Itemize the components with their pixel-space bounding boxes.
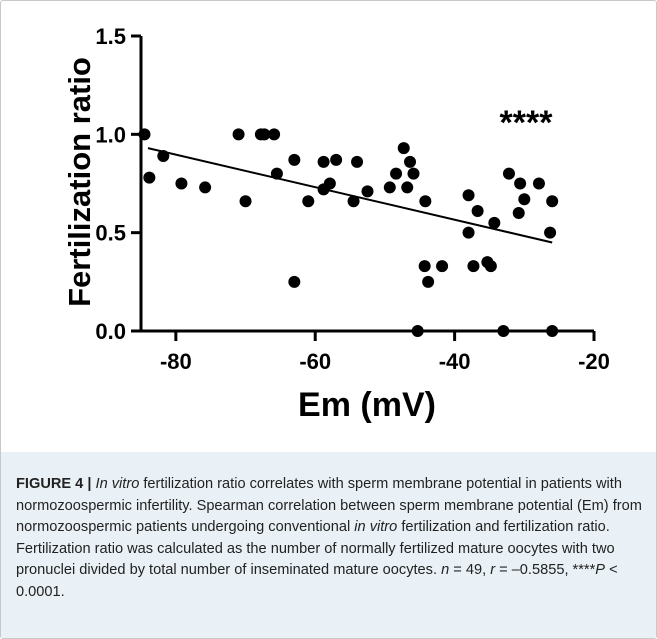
scatter-chart: 0.0 0.5 1.0 1.5 -80 -60 -40 -20 Fertilization r… — [62, 24, 610, 424]
data-point — [383, 181, 396, 194]
data-point — [512, 207, 525, 219]
data-point — [462, 226, 475, 239]
data-point — [175, 177, 188, 190]
data-point — [351, 155, 364, 168]
figure-label: FIGURE 4 | — [16, 476, 92, 492]
chart-area: 0.0 0.5 1.0 1.5 -80 -60 -40 -20 Fertilization r… — [1, 1, 656, 451]
caption-text-1: fertilization ratio correlates with sper… — [16, 476, 642, 535]
data-point — [138, 128, 151, 141]
caption-p-symbol: P — [595, 562, 606, 578]
data-point — [361, 185, 374, 198]
data-point — [462, 189, 475, 202]
y-tick-label: 0.0 — [95, 319, 126, 344]
regression-line — [147, 147, 553, 244]
data-point — [323, 177, 336, 190]
data-point — [288, 275, 301, 288]
data-point — [330, 153, 343, 166]
data-point — [317, 155, 330, 168]
data-point — [407, 167, 420, 180]
caption-r-value: = –0.5855, **** — [495, 562, 596, 578]
caption-r-symbol: r — [490, 562, 496, 578]
data-points — [138, 128, 559, 337]
data-point — [546, 325, 559, 337]
data-point — [239, 195, 252, 208]
x-tick-label: -40 — [439, 349, 471, 374]
data-point — [270, 167, 283, 180]
data-point — [232, 128, 245, 141]
regression-line-group — [147, 147, 553, 244]
data-point — [404, 155, 417, 168]
y-axis-label: Fertilization ratio — [62, 57, 97, 307]
data-point — [502, 167, 515, 180]
data-point — [544, 226, 557, 239]
data-point — [143, 171, 156, 184]
data-point — [302, 195, 315, 208]
axes: 0.0 0.5 1.0 1.5 -80 -60 -40 -20 — [95, 24, 609, 374]
significance-annotation: **** — [500, 104, 554, 142]
y-tick-label: 1.0 — [95, 122, 126, 147]
data-point — [484, 260, 497, 273]
data-point — [258, 128, 271, 141]
x-axis-label: Em (mV) — [298, 386, 436, 424]
y-tick-label: 1.5 — [95, 24, 126, 49]
caption-italic-in-vitro-1: In vitro — [95, 476, 140, 492]
caption-p-value: < 0.0001. — [16, 562, 618, 600]
data-point — [422, 275, 435, 288]
data-point — [157, 149, 170, 162]
figure-caption: FIGURE 4 | In vitro fertilization ratio … — [16, 474, 644, 603]
x-tick-label: -60 — [299, 349, 331, 374]
x-tick-label: -80 — [160, 349, 192, 374]
x-tick-label: -20 — [578, 349, 610, 374]
data-point — [518, 193, 531, 206]
data-point — [419, 195, 432, 208]
data-point — [199, 181, 212, 194]
data-point — [268, 128, 281, 141]
data-point — [532, 177, 545, 190]
data-point — [411, 325, 424, 337]
caption-text-2: fertilization and fertilization ratio. F… — [16, 519, 615, 578]
caption-n-symbol: n — [441, 562, 450, 578]
data-point — [471, 205, 484, 218]
data-point — [514, 177, 527, 190]
caption-n-value: = 49, — [449, 562, 491, 578]
data-point — [347, 195, 360, 208]
data-point — [546, 195, 559, 208]
data-point — [467, 260, 480, 273]
data-point — [497, 325, 510, 337]
data-point — [401, 181, 414, 194]
y-tick-label: 0.5 — [95, 221, 126, 246]
data-point — [288, 153, 301, 166]
caption-box: FIGURE 4 | In vitro fertilization ratio … — [1, 452, 656, 638]
data-point — [390, 167, 403, 180]
caption-italic-in-vitro-2: in vitro — [354, 519, 398, 535]
data-point — [488, 216, 501, 229]
data-point — [436, 260, 449, 273]
data-point — [397, 142, 410, 155]
data-point — [418, 260, 431, 273]
